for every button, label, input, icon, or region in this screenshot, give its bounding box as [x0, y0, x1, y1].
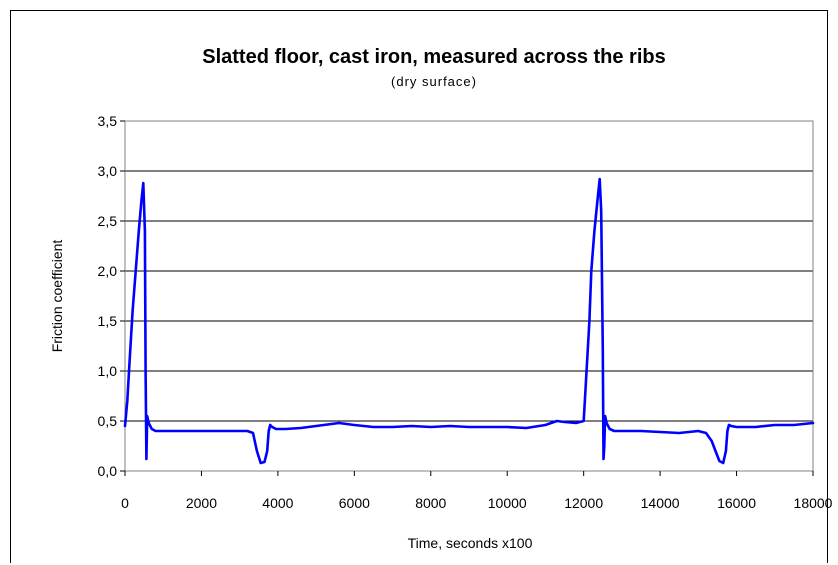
y-tick-label: 3,0 [98, 163, 118, 179]
x-tick-label: 18000 [794, 495, 833, 511]
y-tick-label: 2,5 [98, 213, 118, 229]
y-tick-label: 2,0 [98, 263, 118, 279]
chart-subtitle: (dry surface) [391, 74, 477, 89]
chart-title: Slatted floor, cast iron, measured acros… [202, 46, 666, 68]
y-tick-label: 3,5 [98, 113, 118, 129]
x-tick-label: 16000 [717, 495, 756, 511]
x-tick-label: 2000 [186, 495, 217, 511]
x-axis-label: Time, seconds x100 [408, 535, 533, 551]
x-tick-label: 8000 [415, 495, 446, 511]
chart-frame [10, 10, 828, 563]
x-tick-label: 0 [121, 495, 129, 511]
series-group [123, 177, 815, 465]
x-axis-ticks: 0 2000 4000 6000 8000 10000 12000 14000 16000 180… [121, 471, 833, 511]
plot-area [124, 120, 814, 472]
y-tick-label: 1,0 [98, 363, 118, 379]
x-tick-label: 12000 [564, 495, 603, 511]
y-tick-label: 0,0 [98, 463, 118, 479]
grid-lines [125, 170, 813, 422]
x-tick-label: 14000 [641, 495, 680, 511]
series-line [123, 177, 815, 465]
y-tick-label: 0,5 [98, 413, 118, 429]
y-axis-ticks: 0,0 0,5 1,0 1,5 2,0 2,5 3,0 3,5 [98, 113, 125, 479]
x-tick-label: 6000 [339, 495, 370, 511]
y-axis-label: Friction coefficient [49, 240, 65, 353]
x-tick-label: 10000 [488, 495, 527, 511]
y-tick-label: 1,5 [98, 313, 118, 329]
x-tick-label: 4000 [262, 495, 293, 511]
